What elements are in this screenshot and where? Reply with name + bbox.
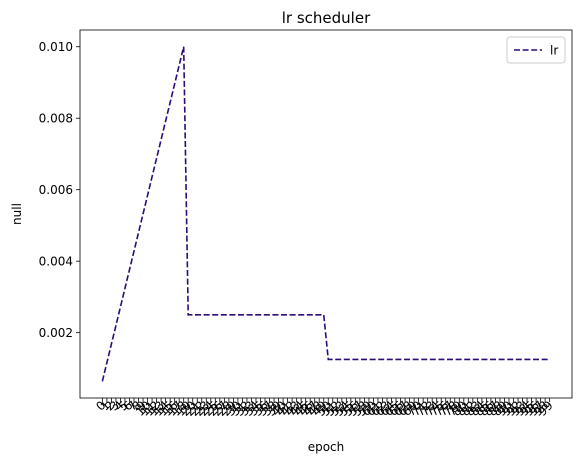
plot-frame [79,29,573,399]
x-axis-ticks: 0123456789101112131415161718192021222324… [93,398,556,419]
series-line-lr [101,46,550,382]
y-axis-ticks: 0.002 0.004 0.006 0.008 0.010 [39,40,80,340]
legend: lr [506,36,566,64]
legend-label-lr: lr [550,44,558,58]
y-tick-label: 0.010 [39,40,73,54]
y-tick-label: 0.006 [39,183,73,197]
chart-title: lr scheduler [282,9,371,27]
y-tick-label: 0.002 [39,326,73,340]
y-tick-label: 0.004 [39,255,73,269]
y-axis-label: null [10,203,24,225]
y-tick-label: 0.008 [39,112,73,126]
x-axis-label: epoch [308,440,345,454]
